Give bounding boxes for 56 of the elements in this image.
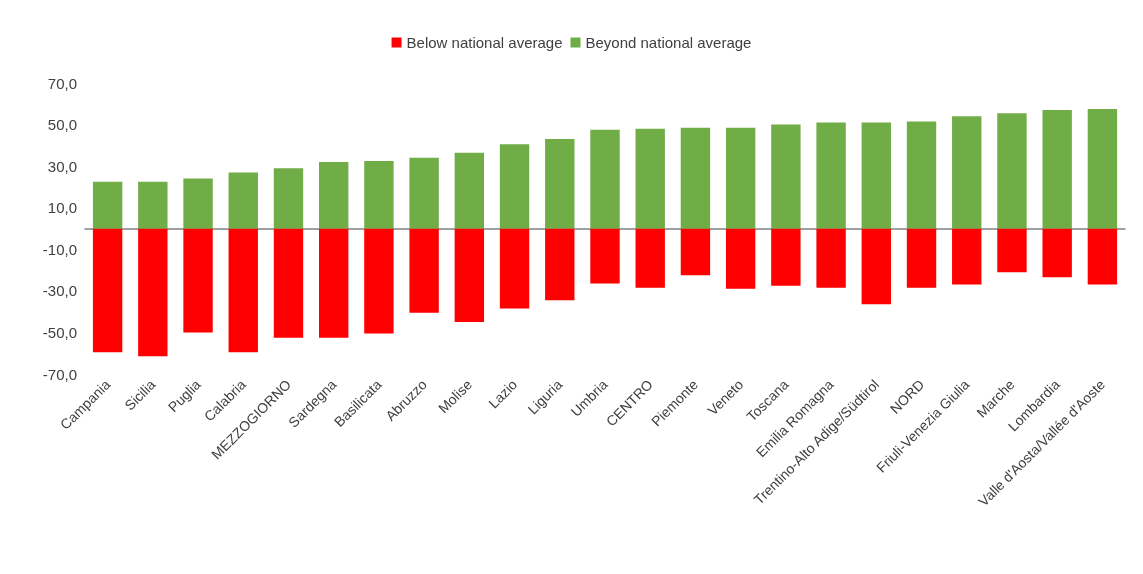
legend-label: Beyond national average	[585, 34, 752, 51]
y-tick-label: 70,0	[47, 74, 77, 92]
bar	[92, 228, 123, 353]
bar	[816, 122, 846, 229]
bar	[228, 172, 258, 229]
bar	[816, 228, 846, 288]
bar	[545, 228, 575, 301]
bar	[725, 228, 756, 289]
bar	[680, 228, 711, 276]
bar	[635, 128, 665, 229]
bar	[364, 228, 394, 334]
bar	[138, 181, 168, 229]
bar	[1087, 228, 1118, 285]
bar	[92, 181, 123, 229]
y-tick-label: -10,0	[42, 240, 77, 258]
bar	[635, 228, 665, 288]
bar	[590, 129, 620, 229]
bar	[454, 152, 485, 229]
bar	[364, 160, 394, 229]
y-tick-label: -70,0	[42, 365, 77, 383]
y-tick-label: -50,0	[42, 323, 77, 341]
bar	[273, 228, 304, 338]
bar	[771, 124, 801, 229]
bar	[545, 139, 575, 229]
bar	[319, 161, 349, 229]
bar	[906, 121, 937, 229]
bar	[861, 122, 891, 229]
bar	[273, 168, 304, 229]
bar	[861, 228, 891, 305]
bar	[499, 228, 530, 309]
bar	[680, 127, 711, 229]
y-tick-label: -30,0	[42, 282, 77, 300]
bar	[725, 127, 756, 229]
bar	[906, 228, 937, 288]
legend-label: Below national average	[406, 34, 563, 51]
bar	[183, 228, 213, 333]
bar	[952, 228, 982, 285]
bar	[1042, 110, 1072, 229]
bar	[138, 228, 168, 357]
bar	[1087, 108, 1118, 229]
bar	[590, 228, 620, 284]
bar	[319, 228, 349, 338]
bar	[409, 157, 439, 229]
bar	[952, 116, 982, 229]
y-tick-label: 50,0	[47, 116, 77, 134]
bar	[997, 228, 1027, 273]
bar	[454, 228, 485, 323]
bar	[183, 178, 213, 229]
bar	[1042, 228, 1072, 278]
y-tick-label: 30,0	[47, 157, 77, 175]
bar	[409, 228, 439, 313]
y-tick-label: 10,0	[47, 199, 77, 217]
bar	[228, 228, 258, 353]
bar	[499, 144, 530, 229]
bar	[771, 228, 801, 286]
bar	[997, 113, 1027, 229]
